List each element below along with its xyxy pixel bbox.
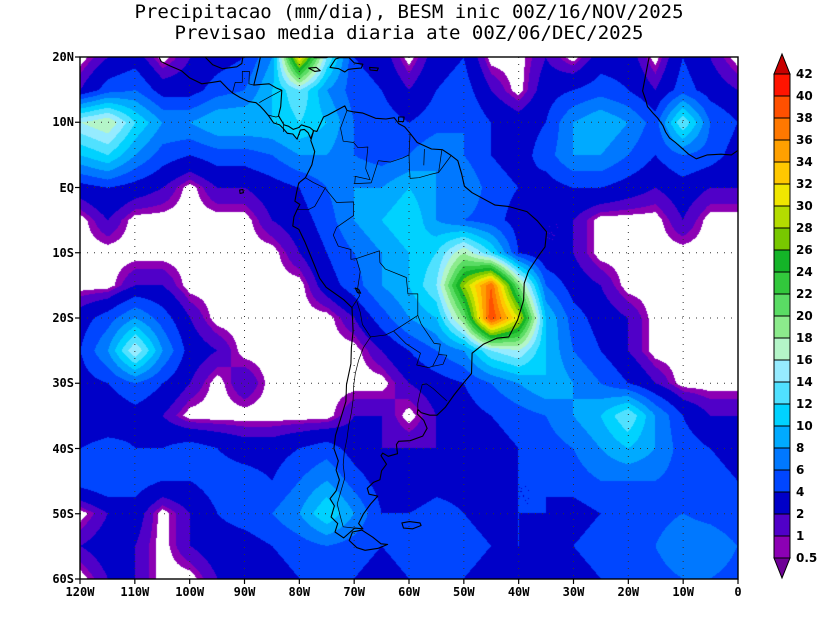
colorbar-label: 22 <box>796 287 813 301</box>
colorbar-cell <box>773 139 791 163</box>
colorbar-label: 40 <box>796 89 813 103</box>
colorbar-cell <box>773 227 791 251</box>
colorbar-label: 28 <box>796 221 813 235</box>
colorbar-cell <box>773 491 791 515</box>
colorbar-label: 0.5 <box>796 551 817 565</box>
lat-label-40S: 40S <box>52 441 74 456</box>
lon-label-0: 0 <box>734 585 742 599</box>
colorbar-label: 6 <box>796 463 804 477</box>
colorbar-label: 30 <box>796 199 813 213</box>
colorbar-label: 36 <box>796 133 813 147</box>
lat-label-20N: 20N <box>52 50 74 64</box>
lat-label-EQ: EQ <box>59 180 74 195</box>
colorbar-above-arrow <box>773 52 791 75</box>
colorbar-cell <box>773 447 791 471</box>
lon-label-60W: 60W <box>398 585 420 599</box>
colorbar-label: 32 <box>796 177 813 191</box>
lon-label-50W: 50W <box>452 585 475 599</box>
colorbar-cell <box>773 513 791 537</box>
colorbar-cell <box>773 271 791 295</box>
colorbar-label: 4 <box>796 485 804 499</box>
lat-label-50S: 50S <box>52 506 74 521</box>
colorbar-cell <box>773 315 791 339</box>
lon-label-80W: 80W <box>288 585 311 599</box>
colorbar-cell <box>773 293 791 317</box>
chart-subtitle: Previsao media diaria ate 00Z/06/DEC/202… <box>174 22 644 44</box>
chart-title: Precipitacao (mm/dia), BESM inic 00Z/16/… <box>134 1 684 23</box>
lon-label-20W: 20W <box>617 585 640 599</box>
colorbar-label: 34 <box>796 155 813 169</box>
lon-label-40W: 40W <box>507 585 530 599</box>
colorbar-label: 26 <box>796 243 813 257</box>
colorbar-label: 16 <box>796 353 813 367</box>
colorbar-label: 20 <box>796 309 813 323</box>
colorbar-cell <box>773 403 791 427</box>
colorbar-label: 10 <box>796 419 813 433</box>
lon-label-90W: 90W <box>233 585 256 599</box>
lat-label-60S: 60S <box>52 572 74 586</box>
lon-label-30W: 30W <box>562 585 585 599</box>
lat-label-30S: 30S <box>52 376 74 391</box>
lat-label-20S: 20S <box>52 311 74 325</box>
lon-label-120W: 120W <box>65 585 95 599</box>
colorbar-label: 12 <box>796 397 813 411</box>
title-block: Precipitacao (mm/dia), BESM inic 00Z/16/… <box>80 2 738 44</box>
colorbar-label: 38 <box>796 111 813 125</box>
colorbar-label: 14 <box>796 375 813 389</box>
colorbar-cell <box>773 425 791 449</box>
colorbar-label: 24 <box>796 265 813 279</box>
lon-label-10W: 10W <box>672 585 694 599</box>
lon-label-70W: 70W <box>343 585 365 599</box>
colorbar-cell <box>773 469 791 493</box>
colorbar-cell <box>773 359 791 383</box>
precip-field-canvas <box>80 57 738 579</box>
colorbar-cell <box>773 337 791 361</box>
colorbar-cell <box>773 183 791 207</box>
lon-label-100W: 100W <box>175 585 205 599</box>
colorbar-label: 2 <box>796 507 804 521</box>
lat-label-10N: 10N <box>52 115 74 130</box>
colorbar-label: 8 <box>796 441 804 455</box>
colorbar-cell <box>773 95 791 119</box>
colorbar-label: 42 <box>796 67 813 81</box>
colorbar-cell <box>773 205 791 229</box>
colorbar-cell <box>773 381 791 405</box>
colorbar-cell <box>773 535 791 559</box>
lat-label-10S: 10S <box>52 245 74 260</box>
colorbar-cell <box>773 117 791 141</box>
colorbar-cell <box>773 161 791 185</box>
colorbar-label: 1 <box>796 529 804 543</box>
colorbar-cell <box>773 73 791 97</box>
colorbar-below-arrow <box>773 557 791 580</box>
colorbar-cell <box>773 249 791 273</box>
lon-label-110W: 110W <box>120 585 150 599</box>
colorbar-label: 18 <box>796 331 813 345</box>
